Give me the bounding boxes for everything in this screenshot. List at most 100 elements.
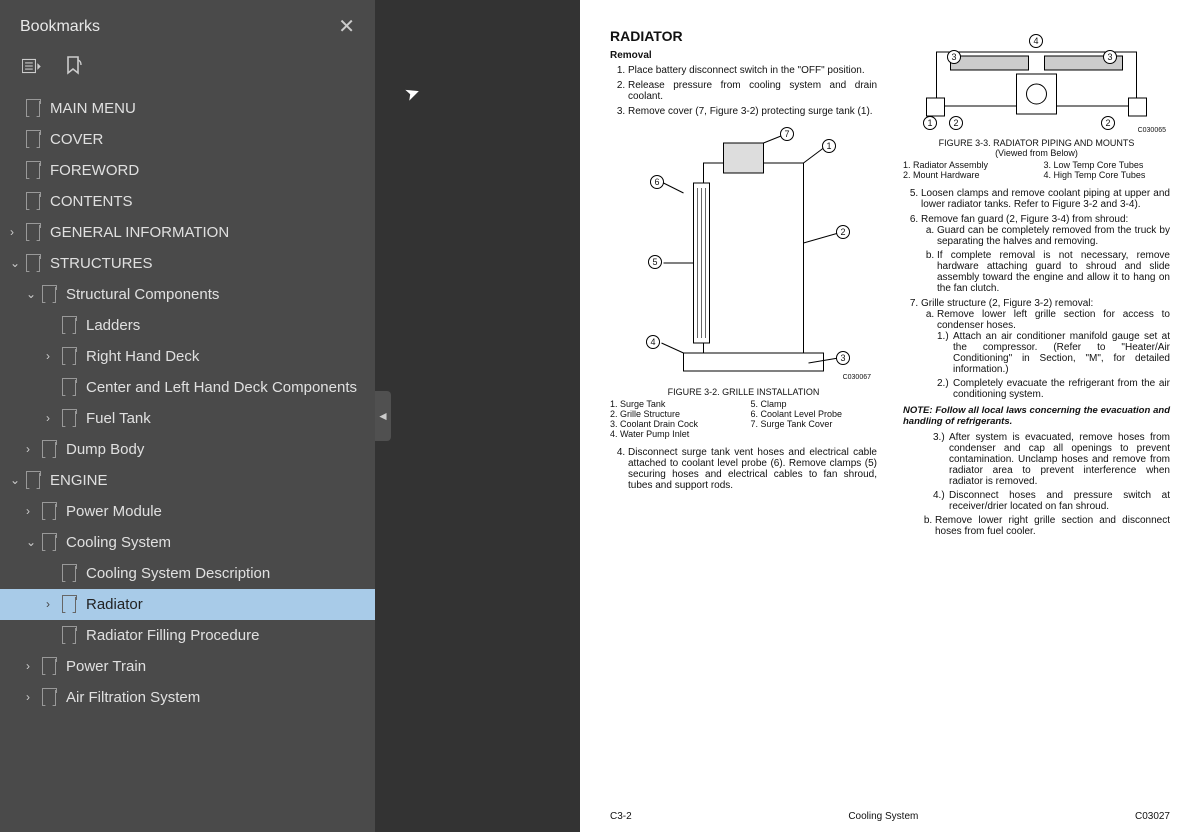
tree-item-foreword[interactable]: FOREWORD <box>0 155 375 186</box>
step-5: Loosen clamps and remove coolant piping … <box>921 188 1170 210</box>
bookmark-icon <box>42 504 56 520</box>
tree-item-dump-body[interactable]: › Dump Body <box>0 434 375 465</box>
step-3: Remove cover (7, Figure 3-2) protecting … <box>628 106 877 117</box>
chevron-icon[interactable]: ⌄ <box>26 534 42 551</box>
bookmarks-panel: Bookmarks ✕ MAIN MENU COVER FOREWORD CONTEN… <box>0 0 375 832</box>
collapse-handle-icon[interactable]: ◄ <box>375 391 391 441</box>
callout-3: 3 <box>836 351 850 365</box>
bookmark-icon <box>26 473 40 489</box>
tree-item-label: Air Filtration System <box>66 687 200 708</box>
tree-item-air-filtration-system[interactable]: › Air Filtration System <box>0 682 375 713</box>
tree-item-ladders[interactable]: Ladders <box>0 310 375 341</box>
chevron-icon[interactable]: ⌄ <box>26 286 42 303</box>
options-menu-icon[interactable] <box>22 57 42 75</box>
tree-item-center-and-left-hand-deck-components[interactable]: Center and Left Hand Deck Components <box>0 372 375 403</box>
chevron-icon[interactable]: ⌄ <box>10 255 26 272</box>
bookmark-icon <box>26 163 40 179</box>
step-7: Grille structure (2, Figure 3-2) removal… <box>921 298 1170 400</box>
bookmarks-header: Bookmarks ✕ <box>0 0 375 49</box>
callout-b2r: 2 <box>1101 116 1115 130</box>
tree-item-radiator[interactable]: › Radiator <box>0 589 375 620</box>
bookmarks-toolbar <box>0 49 375 89</box>
tree-item-cooling-system-description[interactable]: Cooling System Description <box>0 558 375 589</box>
tree-item-label: Power Train <box>66 656 146 677</box>
tree-item-label: STRUCTURES <box>50 253 153 274</box>
callout-b3r: 3 <box>1103 50 1117 64</box>
figure-3-2-caption: FIGURE 3-2. GRILLE INSTALLATION <box>610 387 877 397</box>
close-icon[interactable]: ✕ <box>338 14 355 39</box>
tree-item-structural-components[interactable]: ⌄Structural Components <box>0 279 375 310</box>
removal-steps-right: Loosen clamps and remove coolant piping … <box>903 188 1170 400</box>
tree-item-radiator-filling-procedure[interactable]: Radiator Filling Procedure <box>0 620 375 651</box>
footer-left: C3-2 <box>610 811 632 822</box>
tree-item-main-menu[interactable]: MAIN MENU <box>0 93 375 124</box>
chevron-icon[interactable]: › <box>26 689 42 706</box>
bookmark-icon <box>26 256 40 272</box>
tree-item-label: GENERAL INFORMATION <box>50 222 229 243</box>
callout-6: 6 <box>650 175 664 189</box>
step-1: Place battery disconnect switch in the "… <box>628 65 877 76</box>
tree-item-label: Ladders <box>86 315 140 336</box>
tree-item-engine[interactable]: ⌄ ENGINE <box>0 465 375 496</box>
tree-item-label: COVER <box>50 129 103 150</box>
figure-3-3: 4 3 3 1 2 2 C030065 <box>903 34 1170 134</box>
tree-item-power-module[interactable]: › Power Module <box>0 496 375 527</box>
bookmarks-title: Bookmarks <box>20 18 100 36</box>
tree-item-contents[interactable]: CONTENTS <box>0 186 375 217</box>
chevron-icon[interactable]: › <box>26 658 42 675</box>
chevron-icon[interactable]: ⌄ <box>10 472 26 489</box>
step-6: Remove fan guard (2, Figure 3-4) from sh… <box>921 214 1170 294</box>
bookmark-icon <box>62 349 76 365</box>
tree-item-label: Power Module <box>66 501 162 522</box>
tree-item-label: Fuel Tank <box>86 408 151 429</box>
bookmark-icon <box>42 442 56 458</box>
tree-item-label: Dump Body <box>66 439 144 460</box>
tree-item-label: Right Hand Deck <box>86 346 199 367</box>
figure-3-3-caption: FIGURE 3-3. RADIATOR PIPING AND MOUNTS (… <box>903 138 1170 158</box>
callout-4: 4 <box>646 335 660 349</box>
chevron-icon[interactable]: › <box>10 224 26 241</box>
doc-right-column: 4 3 3 1 2 2 C030065 FIGURE 3-3. RADIATOR… <box>903 28 1170 796</box>
page-footer: C3-2 Cooling System C03027 <box>610 796 1170 822</box>
bookmark-icon <box>62 411 76 427</box>
tree-item-label: Radiator <box>86 594 143 615</box>
tree-item-power-train[interactable]: › Power Train <box>0 651 375 682</box>
bookmark-icon <box>42 659 56 675</box>
tree-item-label: FOREWORD <box>50 160 139 181</box>
bookmark-icon <box>26 101 40 117</box>
step-7-cont: After system is evacuated, remove hoses … <box>903 432 1170 512</box>
bookmark-icon <box>42 287 56 303</box>
bookmarks-tree[interactable]: MAIN MENU COVER FOREWORD CONTENTS › GENERAL I… <box>0 89 375 832</box>
bookmark-icon <box>62 597 76 613</box>
tree-item-fuel-tank[interactable]: › Fuel Tank <box>0 403 375 434</box>
chevron-icon[interactable]: › <box>46 596 62 613</box>
bookmark-icon <box>26 225 40 241</box>
tree-item-general-information[interactable]: › GENERAL INFORMATION <box>0 217 375 248</box>
bookmark-icon <box>62 380 76 396</box>
bookmark-icon <box>26 194 40 210</box>
tree-item-label: Cooling System <box>66 532 171 553</box>
removal-steps-cont: Disconnect surge tank vent hoses and ele… <box>610 447 877 491</box>
tree-item-structures[interactable]: ⌄ STRUCTURES <box>0 248 375 279</box>
bookmark-icon <box>62 318 76 334</box>
step-7b: Remove lower right grille section and di… <box>903 515 1170 537</box>
figure-3-3-legend: 1. Radiator Assembly 2. Mount Hardware 3… <box>903 160 1170 180</box>
tree-item-cover[interactable]: COVER <box>0 124 375 155</box>
tree-item-label: MAIN MENU <box>50 98 136 119</box>
tree-item-right-hand-deck[interactable]: › Right Hand Deck <box>0 341 375 372</box>
callout-7: 7 <box>780 127 794 141</box>
tree-item-label: ENGINE <box>50 470 108 491</box>
bookmark-tool-icon[interactable] <box>64 57 84 75</box>
callout-2: 2 <box>836 225 850 239</box>
refrigerant-note: NOTE: Follow all local laws concerning t… <box>903 405 1170 427</box>
doc-left-column: RADIATOR Removal Place battery disconnec… <box>610 28 877 796</box>
tree-item-cooling-system[interactable]: ⌄ Cooling System <box>0 527 375 558</box>
callout-b1: 1 <box>923 116 937 130</box>
chevron-icon[interactable]: › <box>26 441 42 458</box>
page-title: RADIATOR <box>610 28 877 44</box>
chevron-icon[interactable]: › <box>26 503 42 520</box>
section-heading: Removal <box>610 50 877 61</box>
chevron-icon[interactable]: › <box>46 348 62 365</box>
chevron-icon[interactable]: › <box>46 410 62 427</box>
tree-item-label: CONTENTS <box>50 191 133 212</box>
